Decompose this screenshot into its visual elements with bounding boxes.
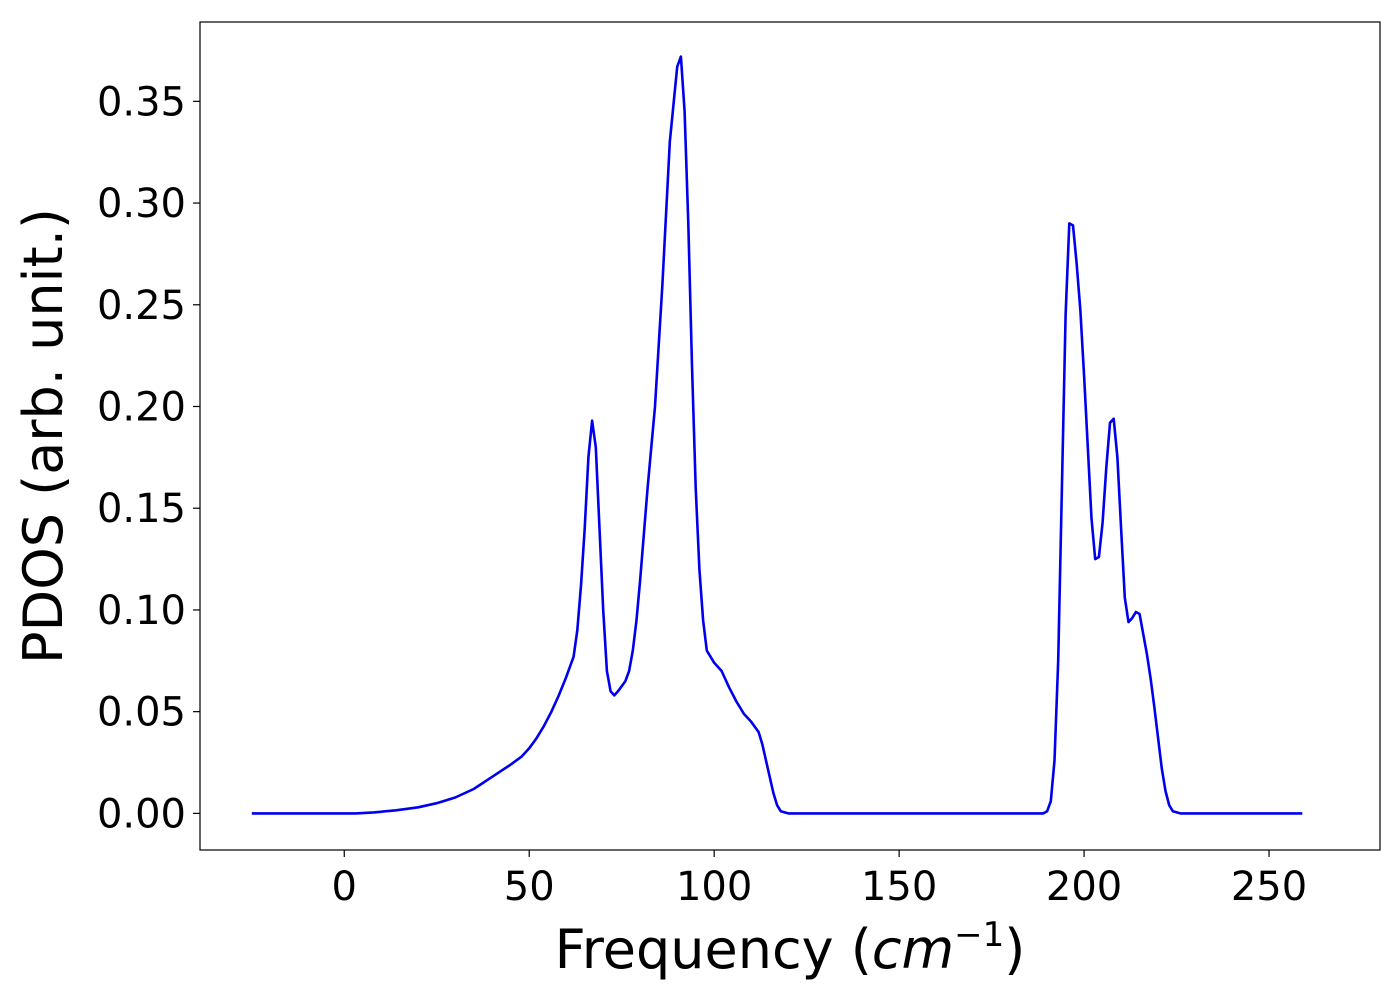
y-tick-label: 0.10 [97, 588, 186, 634]
y-tick-label: 0.20 [97, 385, 186, 431]
x-tick-label: 100 [676, 864, 752, 910]
y-tick-label: 0.00 [97, 791, 186, 837]
x-tick-label: 250 [1231, 864, 1307, 910]
plot-background [200, 22, 1380, 850]
y-tick-label: 0.35 [97, 79, 186, 125]
y-ticks: 0.00 0.05 0.10 0.15 0.20 0.25 0.30 0.35 [97, 79, 200, 837]
y-tick-label: 0.15 [97, 486, 186, 532]
y-tick-label: 0.30 [97, 181, 186, 227]
plot-frame [199, 21, 1381, 851]
series-layer [251, 55, 1303, 815]
x-axis-label: Frequency (cm−1) [555, 915, 1026, 981]
x-tick-label: 0 [332, 864, 357, 910]
y-tick-label: 0.25 [97, 283, 186, 329]
x-tick-label: 200 [1046, 864, 1122, 910]
y-axis-label: PDOS (arb. unit.) [12, 208, 75, 664]
x-tick-label: 150 [861, 864, 937, 910]
x-ticks: 0 50 100 150 200 250 [332, 850, 1307, 910]
x-tick-label: 50 [504, 864, 555, 910]
y-tick-label: 0.05 [97, 690, 186, 736]
pdos-series-line [251, 55, 1303, 815]
